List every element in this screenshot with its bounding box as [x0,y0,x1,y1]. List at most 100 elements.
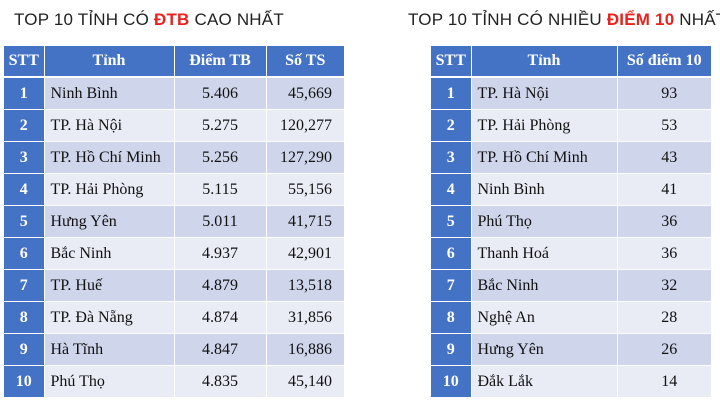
cell-province: Phú Thọ [44,365,175,398]
cell-stt: 6 [431,237,472,270]
table-row: 4 Ninh Bình 41 [431,173,711,206]
right-title-highlight: ĐIỂM 10 [606,10,675,29]
table-header-row: STT Tỉnh Điểm TB Số TS [4,46,344,78]
cell-score: 5.275 [174,109,267,142]
average-score-table: STT Tỉnh Điểm TB Số TS 1 Ninh Bình 5.406 45,66… [4,46,344,398]
cell-score: 5.256 [174,141,267,174]
cell-count: 45,669 [266,77,344,110]
cell-tens: 32 [617,269,711,302]
table-row: 6 Bắc Ninh 4.937 42,901 [4,237,344,270]
cell-province: Ninh Bình [471,173,618,206]
table-row: 5 Hưng Yên 5.011 41,715 [4,205,344,238]
left-title-suffix: CAO NHẤT [189,10,284,29]
cell-tens: 43 [617,141,711,174]
cell-stt: 9 [4,333,45,366]
cell-province: TP. Hà Nội [471,77,618,110]
cell-count: 45,140 [266,365,344,398]
table-row: 1 TP. Hà Nội 93 [431,77,711,110]
cell-tens: 14 [617,365,711,398]
cell-province: Đắk Lắk [471,365,618,398]
table-row: 6 Thanh Hoá 36 [431,237,711,270]
cell-score: 4.879 [174,269,267,302]
cell-stt: 9 [431,333,472,366]
column-header: Số điểm 10 [617,46,711,78]
column-header: STT [4,46,45,78]
table-row: 5 Phú Thọ 36 [431,205,711,238]
cell-stt: 5 [4,205,45,238]
table-row: 10 Đắk Lắk 14 [431,365,711,398]
cell-province: Bắc Ninh [471,269,618,302]
cell-stt: 6 [4,237,45,270]
cell-province: TP. Huế [44,269,175,302]
cell-score: 4.847 [174,333,267,366]
cell-stt: 2 [431,109,472,142]
cell-stt: 4 [431,173,472,206]
column-header: Số TS [266,46,344,78]
cell-stt: 7 [431,269,472,302]
table-row: 2 TP. Hà Nội 5.275 120,277 [4,109,344,142]
cell-province: Bắc Ninh [44,237,175,270]
cell-count: 16,886 [266,333,344,366]
cell-stt: 5 [431,205,472,238]
table-header-row: STT Tỉnh Số điểm 10 [431,46,711,78]
table-row: 8 TP. Đà Nẵng 4.874 31,856 [4,301,344,334]
right-title-prefix: TOP 10 TỈNH CÓ NHIỀU [408,10,607,29]
table-row: 3 TP. Hồ Chí Minh 5.256 127,290 [4,141,344,174]
cell-province: TP. Hải Phòng [44,173,175,206]
table-row: 4 TP. Hải Phòng 5.115 55,156 [4,173,344,206]
cell-count: 42,901 [266,237,344,270]
cell-stt: 8 [4,301,45,334]
left-title-prefix: TOP 10 TỈNH CÓ [14,10,154,29]
cell-stt: 7 [4,269,45,302]
table-row: 7 TP. Huế 4.879 13,518 [4,269,344,302]
left-title-highlight: ĐTB [154,10,190,29]
left-table-title: TOP 10 TỈNH CÓ ĐTB CAO NHẤT [14,10,284,30]
table-row: 10 Phú Thọ 4.835 45,140 [4,365,344,398]
cell-stt: 3 [431,141,472,174]
cell-tens: 41 [617,173,711,206]
cell-province: TP. Hồ Chí Minh [44,141,175,174]
cell-tens: 26 [617,333,711,366]
cell-stt: 10 [431,365,472,398]
cell-tens: 28 [617,301,711,334]
cell-score: 4.937 [174,237,267,270]
cell-score: 5.406 [174,77,267,110]
cell-tens: 93 [617,77,711,110]
column-header: Tỉnh [44,46,175,78]
table-row: 1 Ninh Bình 5.406 45,669 [4,77,344,110]
cell-count: 55,156 [266,173,344,206]
cell-province: Nghệ An [471,301,618,334]
cell-stt: 3 [4,141,45,174]
cell-province: Phú Thọ [471,205,618,238]
column-header: STT [431,46,472,78]
perfect-score-table: STT Tỉnh Số điểm 10 1 TP. Hà Nội 93 2 TP. Hải … [431,46,711,398]
cell-province: TP. Hồ Chí Minh [471,141,618,174]
cell-count: 127,290 [266,141,344,174]
cell-stt: 4 [4,173,45,206]
cell-province: Hưng Yên [44,205,175,238]
cell-tens: 53 [617,109,711,142]
cell-count: 120,277 [266,109,344,142]
cell-tens: 36 [617,205,711,238]
table-row: 2 TP. Hải Phòng 53 [431,109,711,142]
right-title-suffix: NHẤT [679,10,720,29]
cell-count: 13,518 [266,269,344,302]
cell-stt: 1 [4,77,45,110]
column-header: Điểm TB [174,46,267,78]
cell-count: 41,715 [266,205,344,238]
cell-stt: 8 [431,301,472,334]
cell-score: 5.011 [174,205,267,238]
cell-province: Hưng Yên [471,333,618,366]
cell-province: Ninh Bình [44,77,175,110]
cell-stt: 10 [4,365,45,398]
table-row: 7 Bắc Ninh 32 [431,269,711,302]
cell-province: TP. Đà Nẵng [44,301,175,334]
cell-score: 4.835 [174,365,267,398]
table-row: 3 TP. Hồ Chí Minh 43 [431,141,711,174]
cell-province: Thanh Hoá [471,237,618,270]
table-row: 9 Hà Tĩnh 4.847 16,886 [4,333,344,366]
cell-tens: 36 [617,237,711,270]
cell-stt: 2 [4,109,45,142]
cell-score: 4.874 [174,301,267,334]
cell-province: TP. Hà Nội [44,109,175,142]
